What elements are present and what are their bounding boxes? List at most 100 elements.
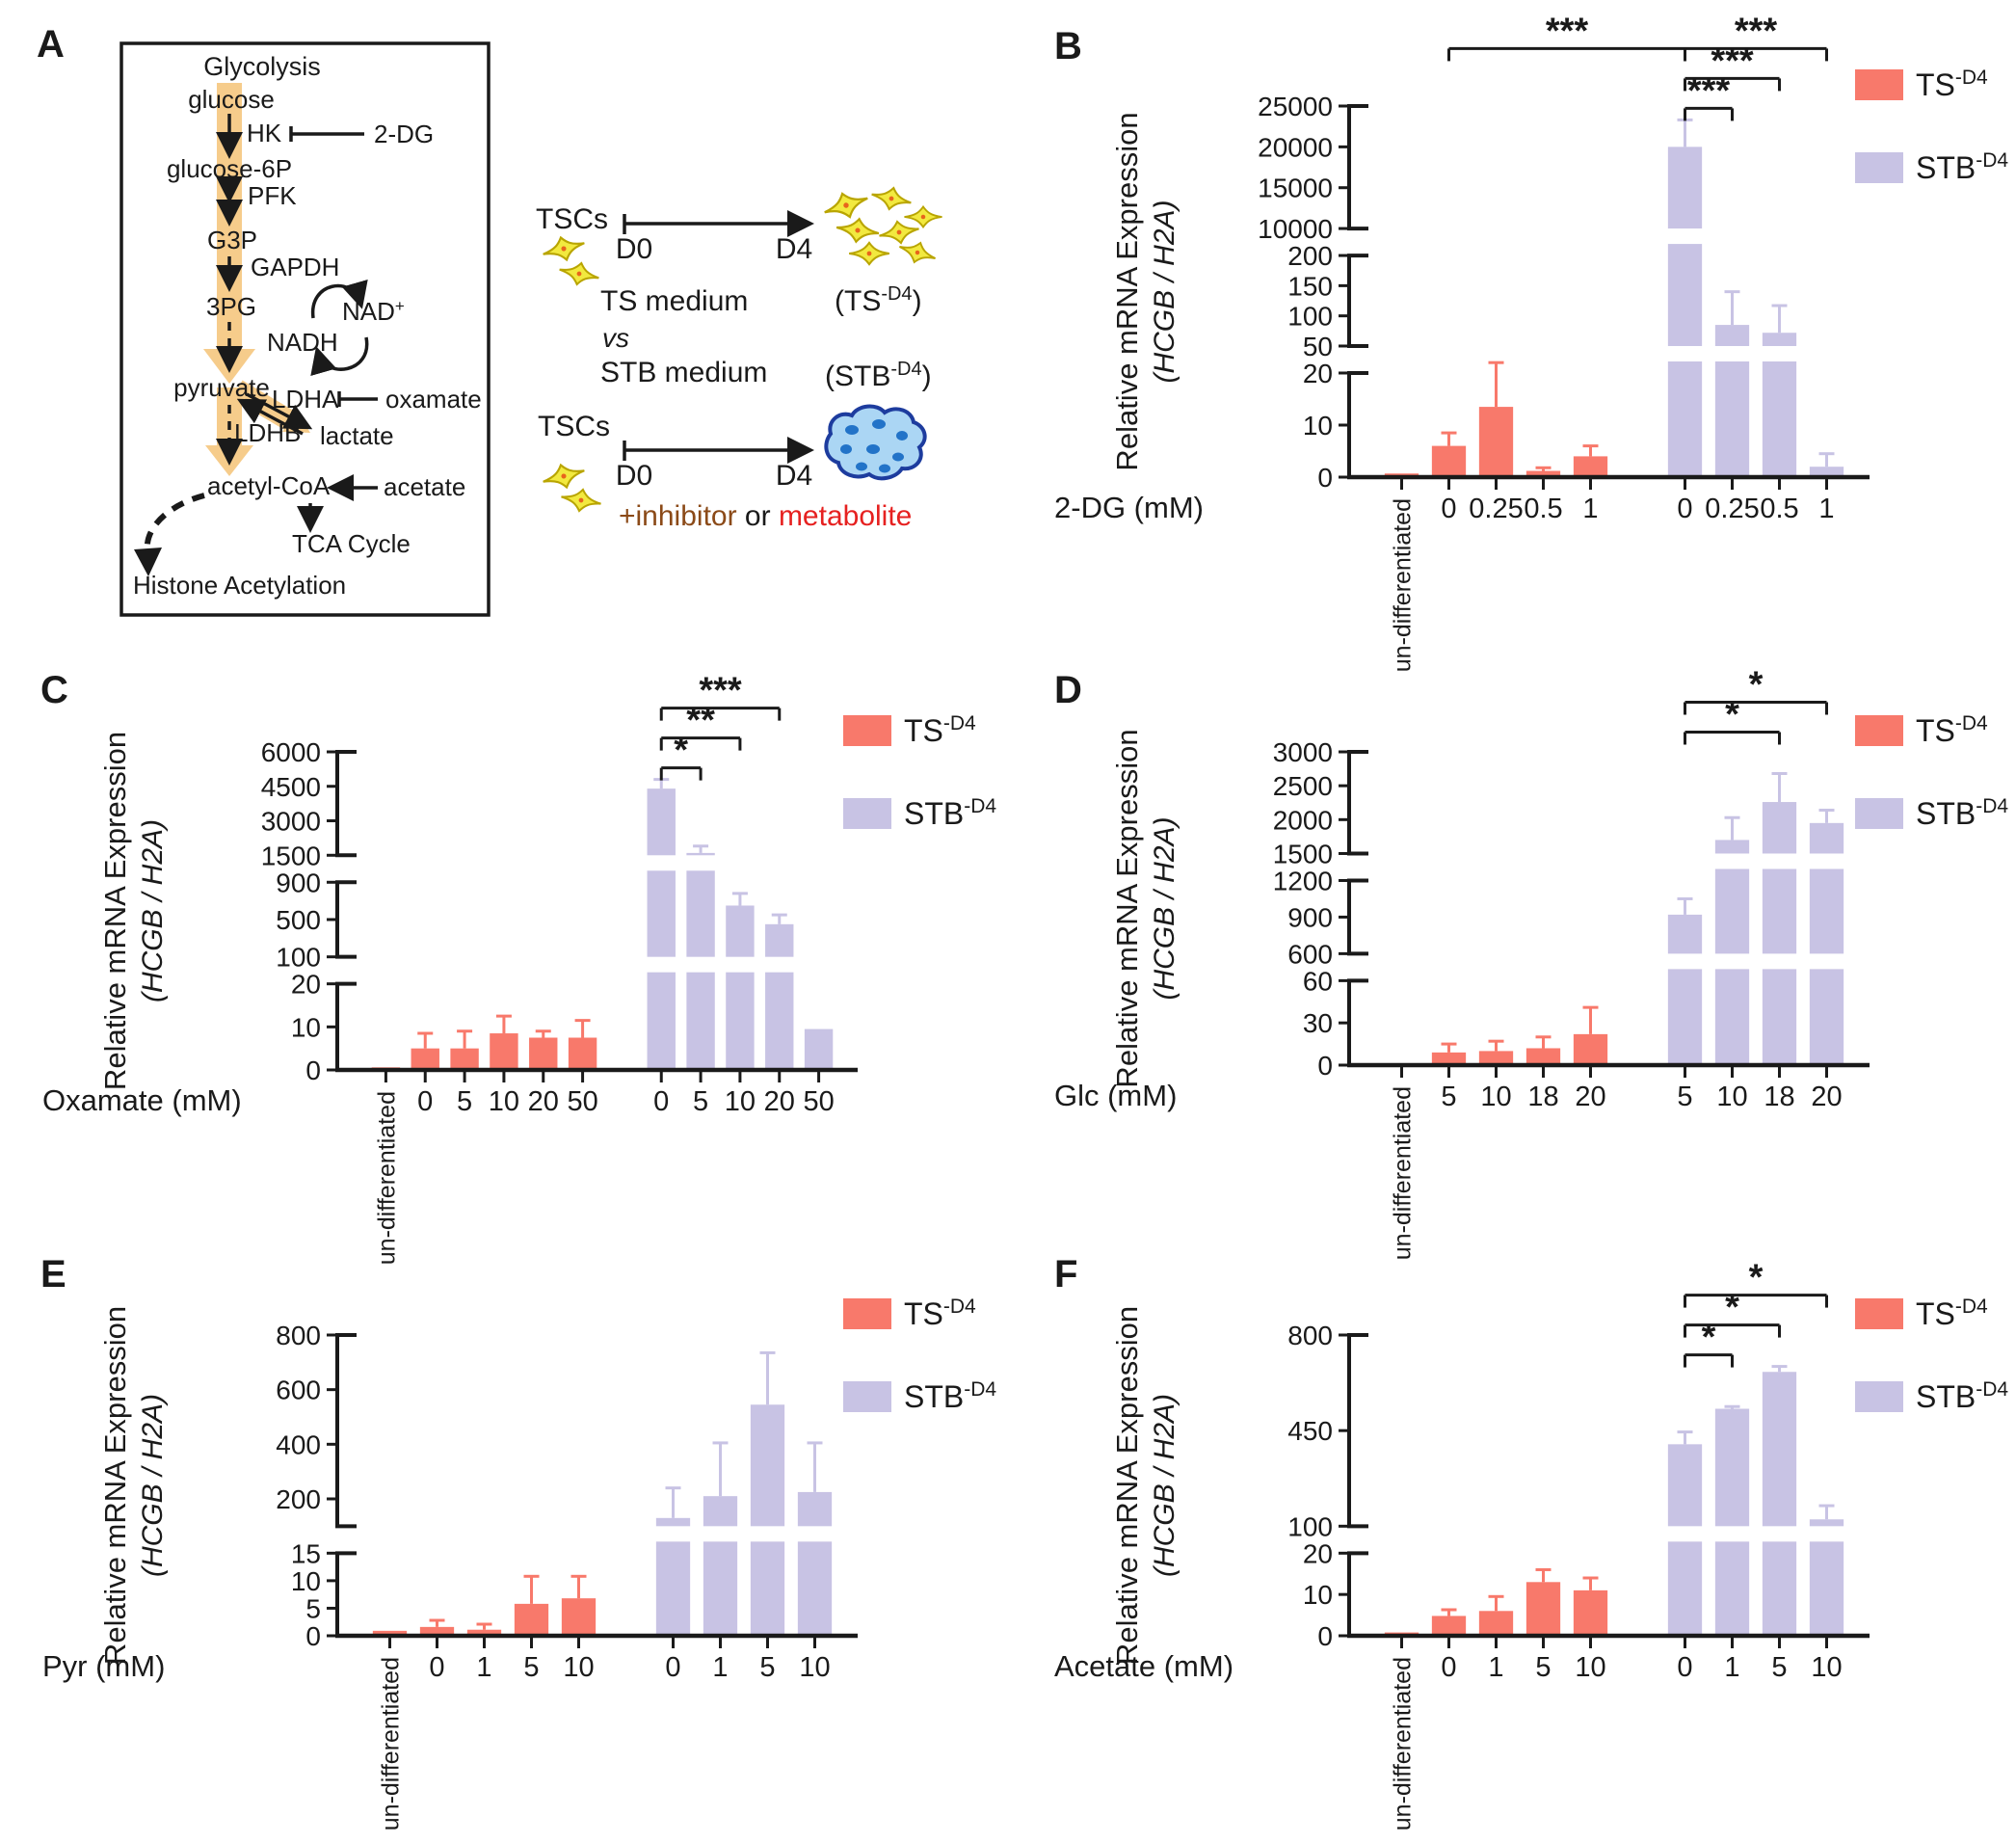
y-tick-label: 20: [1303, 1538, 1333, 1568]
y-tick-label: 500: [276, 905, 321, 935]
bar-TS-0-seg0: [1431, 445, 1467, 477]
y-tick-label: 0: [1317, 463, 1333, 493]
y-tick-label: 20: [1303, 359, 1333, 388]
x-tick-label: 1: [476, 1652, 491, 1683]
bar-TS-0-seg0: [411, 1048, 439, 1070]
node-3pg: 3PG: [206, 292, 256, 321]
x-tick-label: 0.5: [1760, 494, 1798, 524]
node-ldha: LDHA: [272, 385, 339, 414]
bar-TS-18-seg0: [1525, 1048, 1561, 1065]
bar-TS-1-seg0: [466, 1629, 502, 1636]
panel-label-E: E: [40, 1253, 66, 1295]
arrow-acetylcoa-to-histone: [144, 493, 205, 552]
bar-TS-20-seg0: [529, 1037, 558, 1070]
sig-label: *: [1725, 695, 1739, 735]
node-g3p: G3P: [207, 226, 257, 254]
bar-STB-10-seg0: [797, 1541, 833, 1636]
bar-TS-0.5-seg0: [1525, 470, 1561, 477]
y-tick-label: 3000: [1273, 737, 1333, 767]
x-tick-label: 0: [1441, 494, 1456, 524]
d4-label-1: D4: [776, 233, 812, 265]
node-oxamate: oxamate: [385, 385, 482, 414]
bar-STB-10-seg1: [797, 1491, 833, 1527]
bar-STB-0.25-seg1: [1714, 325, 1750, 346]
d0-label-2: D0: [616, 460, 652, 492]
bar-STB-0-seg1: [655, 1517, 691, 1527]
y-axis-title: Relative mRNA Expression: [98, 1306, 132, 1665]
bar-STB-20-seg1: [765, 923, 794, 957]
bar-STB-1-seg0: [1809, 467, 1844, 477]
bar-TS-0-seg0: [419, 1626, 455, 1636]
legend-label-stb_bar: STB-D4: [904, 1378, 996, 1414]
x-tick-label-undifferentiated: un-differentiated: [1390, 498, 1417, 672]
bar-TS-10-seg0: [1478, 1051, 1514, 1065]
panel-label-B: B: [1054, 25, 1082, 67]
legend-label-ts_bar: TS-D4: [1916, 1295, 1988, 1331]
y-tick-label: 1200: [1273, 866, 1333, 895]
x-tick-label: 1: [1724, 1652, 1739, 1683]
x-tick-label: 10: [1811, 1652, 1842, 1683]
y-tick-label: 20000: [1258, 132, 1333, 162]
y-tick-label: 100: [276, 943, 321, 973]
bar-STB-18-seg1: [1762, 868, 1797, 954]
sig-label: *: [674, 731, 688, 771]
node-lactate: lactate: [320, 421, 394, 450]
pathway-title: Glycolysis: [203, 52, 321, 81]
y-tick-label: 450: [1287, 1416, 1333, 1446]
bar-STB-1-seg0: [1714, 1541, 1750, 1636]
x-tick-label: 20: [764, 1086, 795, 1117]
legend-label-ts_bar: TS-D4: [1916, 712, 1988, 748]
x-tick-label: 20: [1811, 1082, 1842, 1112]
x-tick-label: 10: [799, 1652, 830, 1683]
ts-d4-result-label: (TS-D4): [835, 283, 922, 317]
bar-STB-5-seg0: [750, 1541, 785, 1636]
x-tick-label: 0: [1677, 494, 1692, 524]
node-acetate: acetate: [384, 472, 465, 501]
x-axis-title: Glc (mM): [1054, 1079, 1177, 1112]
y-tick-label: 4500: [261, 772, 321, 802]
x-tick-label: 50: [567, 1086, 597, 1117]
tscs-label-1: TSCs: [536, 203, 608, 235]
legend-swatch-ts_bar: [1855, 1298, 1903, 1329]
y-tick-label: 600: [1287, 939, 1333, 969]
bar-TS-20-seg0: [1573, 1033, 1608, 1065]
panel-A-diagram: Glycolysis glucose HK 2-DG glucose-6P PF…: [119, 41, 943, 617]
bar-STB-5-seg1: [686, 870, 715, 957]
x-tick-label: 5: [457, 1086, 472, 1117]
histone-arrowhead: [134, 548, 162, 576]
node-nadh: NADH: [267, 328, 338, 357]
x-tick-label: 1: [1818, 494, 1834, 524]
x-tick-label: 0.25: [1705, 494, 1759, 524]
legend-swatch-stb_bar: [1855, 1381, 1903, 1412]
y-tick-label: 0: [1317, 1051, 1333, 1081]
bar-TS-5-seg0: [514, 1603, 549, 1636]
bar-STB-0-seg1: [1667, 244, 1703, 346]
stb-cell-blob: [824, 404, 927, 481]
y-tick-label: 1500: [261, 841, 321, 870]
bar-STB-0-seg1: [1667, 1444, 1703, 1527]
ts-medium-label: TS medium: [600, 285, 748, 317]
y-tick-label: 150: [1287, 271, 1333, 301]
node-glucose: glucose: [188, 85, 275, 114]
x-axis-title: 2-DG (mM): [1054, 491, 1204, 524]
d0-label-1: D0: [616, 233, 652, 265]
y-axis-title: Relative mRNA Expression: [98, 732, 132, 1090]
legend-label-ts_bar: TS-D4: [904, 712, 976, 748]
y-tick-label: 3000: [261, 807, 321, 837]
bar-und-un-differentiated-seg0: [372, 1630, 408, 1636]
x-tick-label: 50: [803, 1086, 834, 1117]
treatment-label: +inhibitor or metabolite: [619, 500, 912, 532]
bar-STB-10-seg1: [726, 905, 755, 957]
y-tick-label: 15: [291, 1538, 321, 1568]
node-gapdh: GAPDH: [251, 253, 339, 281]
sig-label: ***: [699, 671, 742, 711]
x-axis-title: Pyr (mM): [42, 1649, 165, 1683]
bar-STB-20-seg0: [1809, 969, 1844, 1065]
bar-STB-0-seg2: [1667, 147, 1703, 229]
legend-swatch-stb_bar: [843, 798, 891, 829]
node-hk: HK: [247, 119, 282, 147]
y-tick-label: 10: [1303, 411, 1333, 441]
